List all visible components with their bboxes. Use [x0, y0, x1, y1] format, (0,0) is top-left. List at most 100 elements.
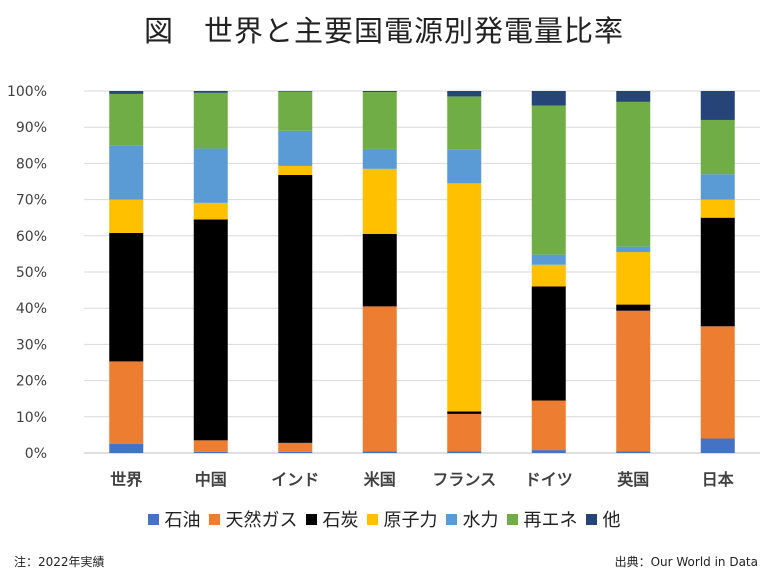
- bar-segment: [700, 438, 735, 453]
- x-tick-label: インド: [271, 470, 319, 489]
- bar-segment: [362, 92, 397, 149]
- x-tick-label: ドイツ: [525, 470, 573, 489]
- x-tick-label: 米国: [364, 470, 396, 489]
- bar-segment: [700, 199, 735, 218]
- bar-segment: [193, 219, 228, 441]
- y-tick-label: 100%: [7, 84, 47, 100]
- bar-segment: [616, 310, 651, 452]
- x-tick-label: 世界: [110, 470, 142, 489]
- x-axis: 世界 中国 インド 米国 フランス ドイツ 英国 日本: [110, 470, 734, 489]
- bar-segment: [109, 91, 144, 94]
- bar-segment: [531, 254, 566, 265]
- legend-label: 水力: [462, 510, 499, 531]
- bar-segment: [531, 400, 566, 451]
- legend: 石油 天然ガス 石炭 原子力 水力 再エネ 他: [0, 506, 768, 532]
- bar-segment: [278, 174, 313, 443]
- bar-segment: [278, 451, 313, 453]
- y-tick-label: 50%: [16, 265, 47, 281]
- y-tick-label: 90%: [16, 120, 47, 136]
- bar-segment: [193, 202, 228, 220]
- bar-segment: [362, 168, 397, 234]
- bar-segment: [362, 233, 397, 307]
- bar-segment: [447, 183, 482, 412]
- y-tick-label: 80%: [16, 156, 47, 172]
- legend-item: 石油: [147, 506, 201, 532]
- bar-segment: [278, 442, 313, 452]
- bar-segment: [616, 451, 651, 453]
- footnote: 注：2022年実績: [14, 555, 105, 569]
- legend-label: 石炭: [322, 510, 359, 531]
- bar-segment: [109, 443, 144, 453]
- bar-segment: [362, 91, 397, 93]
- legend-item: 原子力: [366, 506, 438, 532]
- bar-segment: [193, 148, 228, 203]
- y-tick-label: 40%: [16, 301, 47, 317]
- y-tick-label: 60%: [16, 229, 47, 245]
- bar-segment: [700, 326, 735, 439]
- bar-segment: [616, 91, 651, 102]
- bar-segment: [616, 252, 651, 305]
- legend-swatch: [506, 514, 518, 525]
- legend-swatch: [208, 514, 220, 525]
- bar-segment: [109, 199, 144, 233]
- bar-segment: [700, 217, 735, 327]
- bar-segment: [447, 451, 482, 453]
- bar-segment: [109, 361, 144, 444]
- x-tick-label: 中国: [195, 470, 227, 489]
- legend-label: 原子力: [383, 510, 438, 531]
- bar-segment: [447, 149, 482, 184]
- legend-label: 他: [602, 510, 621, 531]
- bar-segment: [531, 91, 566, 106]
- legend-item: 再エネ: [506, 506, 578, 532]
- bar-segment: [531, 286, 566, 401]
- x-tick-label: 日本: [702, 470, 734, 489]
- y-tick-label: 70%: [16, 193, 47, 209]
- bar-segment: [531, 264, 566, 287]
- y-tick-label: 20%: [16, 374, 47, 390]
- legend-label: 天然ガス: [225, 510, 298, 531]
- bar-segment: [193, 91, 228, 93]
- legend-swatch: [445, 514, 457, 525]
- bar-segment: [700, 91, 735, 120]
- x-tick-label: フランス: [432, 470, 496, 489]
- chart-title: 図 世界と主要国電源別発電量比率: [143, 14, 624, 48]
- legend-item: 水力: [445, 506, 499, 532]
- x-tick-label: 英国: [616, 470, 649, 489]
- legend-item: 石炭: [305, 506, 359, 532]
- legend-swatch: [305, 514, 317, 525]
- bar-segment: [700, 174, 735, 200]
- bar-segment: [616, 246, 651, 253]
- bar-segment: [616, 304, 651, 311]
- gridlines: [84, 90, 760, 454]
- bar-segment: [109, 232, 144, 362]
- bar-segment: [109, 93, 144, 146]
- y-tick-label: 10%: [16, 410, 47, 426]
- legend-item: 他: [585, 506, 621, 532]
- bar-segment: [447, 91, 482, 97]
- y-tick-label: 30%: [16, 337, 47, 353]
- bar-segment: [531, 105, 566, 255]
- bar-segment: [616, 101, 651, 247]
- legend-item: 天然ガス: [208, 506, 298, 532]
- legend-swatch: [585, 514, 597, 525]
- legend-swatch: [147, 514, 159, 525]
- y-axis: 0% 10% 20% 30% 40% 50% 60% 70% 80% 90% 100%: [7, 84, 47, 462]
- bar-segment: [278, 91, 313, 92]
- bar-segment: [447, 96, 482, 150]
- bar-segment: [278, 130, 313, 166]
- bar-segment: [362, 148, 397, 169]
- bar-segment: [362, 306, 397, 452]
- bar-segment: [531, 450, 566, 453]
- bar-segment: [700, 119, 735, 175]
- bar-segment: [193, 92, 228, 149]
- bar-segment: [193, 451, 228, 453]
- y-tick-label: 0%: [25, 446, 47, 462]
- bar-segment: [447, 411, 482, 414]
- bar-segment: [362, 451, 397, 453]
- bar-segment: [193, 440, 228, 452]
- bar-segment: [278, 91, 313, 131]
- bar-segment: [278, 165, 313, 175]
- legend-label: 再エネ: [523, 510, 578, 531]
- source-note: 出典：Our World in Data: [614, 555, 758, 569]
